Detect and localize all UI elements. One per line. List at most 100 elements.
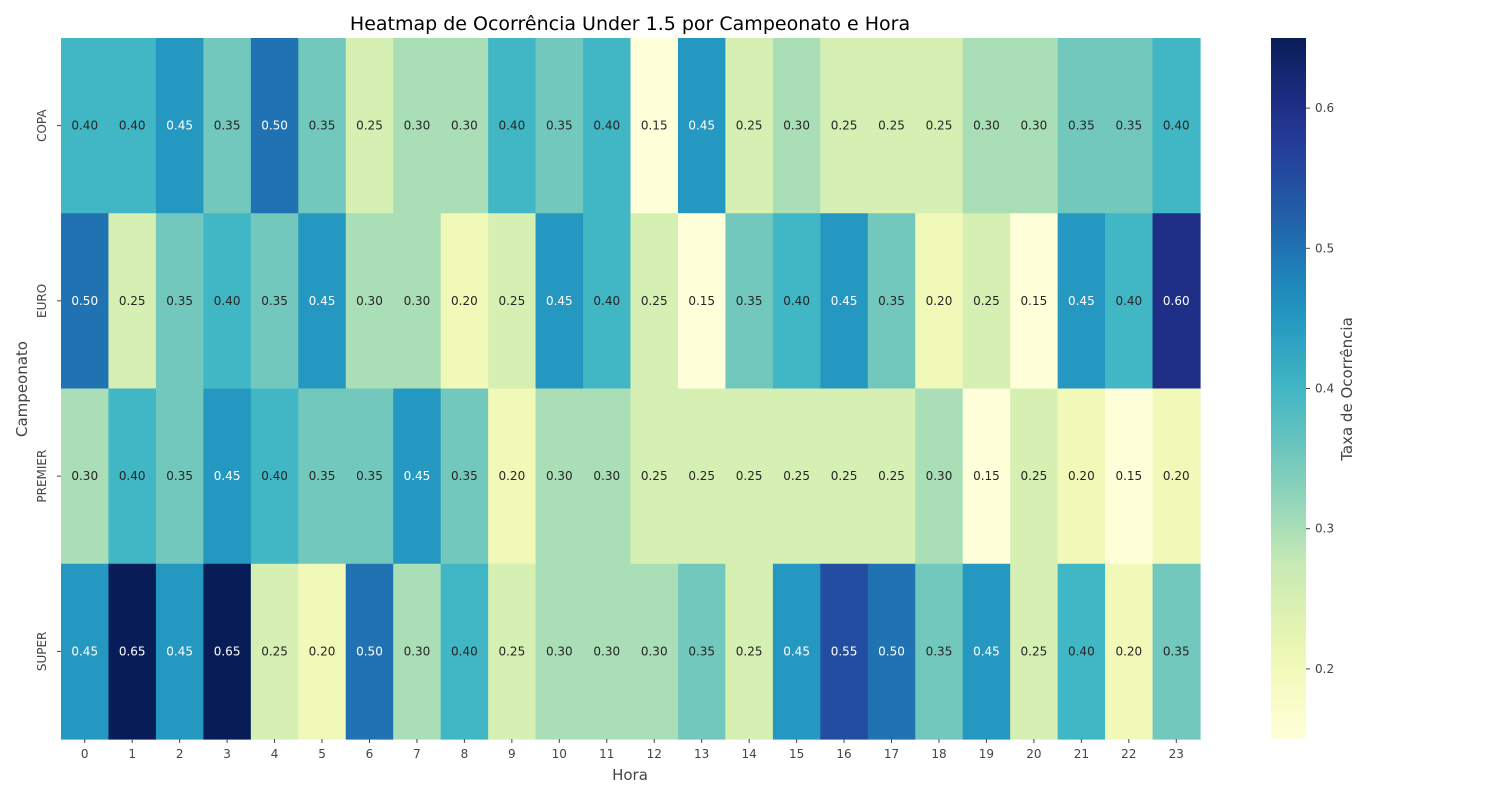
cell-value-label: 0.25 bbox=[498, 294, 525, 308]
heatmap-cell bbox=[1010, 38, 1059, 214]
heatmap-cell bbox=[867, 38, 916, 214]
x-tick-label: 6 bbox=[366, 747, 374, 761]
x-tick-label: 23 bbox=[1169, 747, 1184, 761]
cell-value-label: 0.40 bbox=[71, 119, 98, 133]
heatmap-cell bbox=[820, 563, 869, 740]
cell-value-label: 0.20 bbox=[451, 294, 478, 308]
heatmap-cell bbox=[203, 213, 252, 390]
heatmap-cell bbox=[440, 38, 489, 214]
cell-value-label: 0.25 bbox=[831, 119, 858, 133]
heatmap-cell bbox=[440, 213, 489, 390]
cell-value-label: 0.35 bbox=[214, 119, 241, 133]
heatmap-cell bbox=[1057, 38, 1106, 214]
cell-value-label: 0.45 bbox=[404, 469, 431, 483]
heatmap-cell bbox=[250, 563, 299, 740]
cell-value-label: 0.40 bbox=[119, 469, 146, 483]
x-tick-label: 17 bbox=[884, 747, 899, 761]
heatmap-cell bbox=[867, 388, 916, 565]
heatmap-cell bbox=[535, 563, 584, 740]
heatmap-cell bbox=[535, 388, 584, 565]
cell-value-label: 0.15 bbox=[1115, 469, 1142, 483]
cell-value-label: 0.25 bbox=[736, 644, 763, 658]
heatmap-cell bbox=[345, 213, 394, 390]
cell-value-label: 0.40 bbox=[1068, 644, 1095, 658]
heatmap-cell bbox=[298, 388, 347, 565]
x-tick-label: 13 bbox=[694, 747, 709, 761]
heatmap-cell bbox=[108, 213, 157, 390]
cell-value-label: 0.25 bbox=[926, 119, 953, 133]
heatmap-cell bbox=[1057, 388, 1106, 565]
cell-value-label: 0.40 bbox=[498, 119, 525, 133]
cell-value-label: 0.45 bbox=[166, 644, 193, 658]
heatmap-cell bbox=[203, 38, 252, 214]
cell-value-label: 0.25 bbox=[688, 469, 715, 483]
cell-value-label: 0.35 bbox=[309, 119, 336, 133]
heatmap-cell bbox=[393, 563, 442, 740]
cell-value-label: 0.25 bbox=[261, 644, 288, 658]
x-axis-ticks: 0 1 2 3 4 5 6 7 8 9 10 11 12 13 14 15 16 17 18 19 20 21 22 23 bbox=[81, 739, 1184, 761]
heatmap-cell bbox=[393, 38, 442, 214]
x-tick-label: 0 bbox=[81, 747, 89, 761]
heatmap-cell bbox=[250, 213, 299, 390]
x-tick-label: 22 bbox=[1121, 747, 1136, 761]
x-tick-label: 7 bbox=[413, 747, 421, 761]
cell-value-label: 0.25 bbox=[1021, 644, 1048, 658]
x-tick-label: 8 bbox=[461, 747, 469, 761]
heatmap-cell bbox=[1105, 38, 1154, 214]
cell-value-label: 0.30 bbox=[451, 119, 478, 133]
x-tick-label: 15 bbox=[789, 747, 804, 761]
cell-value-label: 0.50 bbox=[261, 119, 288, 133]
heatmap-cell bbox=[298, 213, 347, 390]
heatmap-cell bbox=[488, 388, 537, 565]
colorbar-tick-label: 0.5 bbox=[1315, 241, 1334, 255]
cell-value-label: 0.40 bbox=[783, 294, 810, 308]
x-tick-label: 3 bbox=[223, 747, 231, 761]
y-axis-label: Campeonato bbox=[13, 341, 31, 437]
cell-value-label: 0.30 bbox=[546, 469, 573, 483]
cell-value-label: 0.40 bbox=[1163, 119, 1190, 133]
cell-value-label: 0.20 bbox=[498, 469, 525, 483]
cell-value-label: 0.20 bbox=[1068, 469, 1095, 483]
heatmap-cell bbox=[1105, 388, 1154, 565]
heatmap-annotations: 0.40 0.40 0.45 0.35 0.50 0.35 0.25 0.30 0.30 0.40… bbox=[71, 119, 1189, 659]
x-tick-label: 19 bbox=[979, 747, 994, 761]
heatmap-cell bbox=[250, 388, 299, 565]
cell-value-label: 0.60 bbox=[1163, 294, 1190, 308]
heatmap-cell bbox=[1010, 213, 1059, 390]
cell-value-label: 0.30 bbox=[546, 644, 573, 658]
heatmap-cell bbox=[345, 38, 394, 214]
cell-value-label: 0.15 bbox=[688, 294, 715, 308]
x-tick-label: 11 bbox=[599, 747, 614, 761]
heatmap-cell bbox=[677, 388, 727, 565]
heatmap-cell bbox=[962, 38, 1011, 214]
y-tick-label: EURO bbox=[35, 284, 49, 318]
heatmap-cell bbox=[155, 213, 204, 390]
cell-value-label: 0.30 bbox=[1021, 119, 1048, 133]
y-tick-label: SUPER bbox=[35, 632, 49, 672]
cell-value-label: 0.25 bbox=[1021, 469, 1048, 483]
y-axis-ticks: COPA EURO PREMIER SUPER bbox=[35, 109, 61, 672]
cell-value-label: 0.50 bbox=[878, 644, 905, 658]
heatmap-cell bbox=[535, 213, 584, 390]
cell-value-label: 0.25 bbox=[878, 119, 905, 133]
cell-value-label: 0.50 bbox=[356, 644, 383, 658]
heatmap-cell bbox=[772, 563, 821, 740]
heatmap-cell bbox=[677, 563, 727, 740]
cell-value-label: 0.25 bbox=[641, 469, 668, 483]
heatmap-cell bbox=[583, 38, 632, 214]
colorbar-ticks: 0.2 0.3 0.4 0.5 0.6 bbox=[1306, 101, 1334, 676]
cell-value-label: 0.25 bbox=[356, 119, 383, 133]
heatmap-cell bbox=[962, 388, 1011, 565]
cell-value-label: 0.35 bbox=[1115, 119, 1142, 133]
chart-title: Heatmap de Ocorrência Under 1.5 por Camp… bbox=[350, 13, 910, 35]
x-tick-label: 9 bbox=[508, 747, 516, 761]
heatmap-cell bbox=[345, 563, 394, 740]
cell-value-label: 0.30 bbox=[641, 644, 668, 658]
cell-value-label: 0.40 bbox=[593, 119, 620, 133]
heatmap-cell bbox=[108, 388, 157, 565]
cell-value-label: 0.65 bbox=[119, 644, 146, 658]
x-axis-label: Hora bbox=[612, 766, 648, 784]
cell-value-label: 0.40 bbox=[261, 469, 288, 483]
cell-value-label: 0.25 bbox=[736, 469, 763, 483]
heatmap-cell bbox=[108, 563, 157, 740]
